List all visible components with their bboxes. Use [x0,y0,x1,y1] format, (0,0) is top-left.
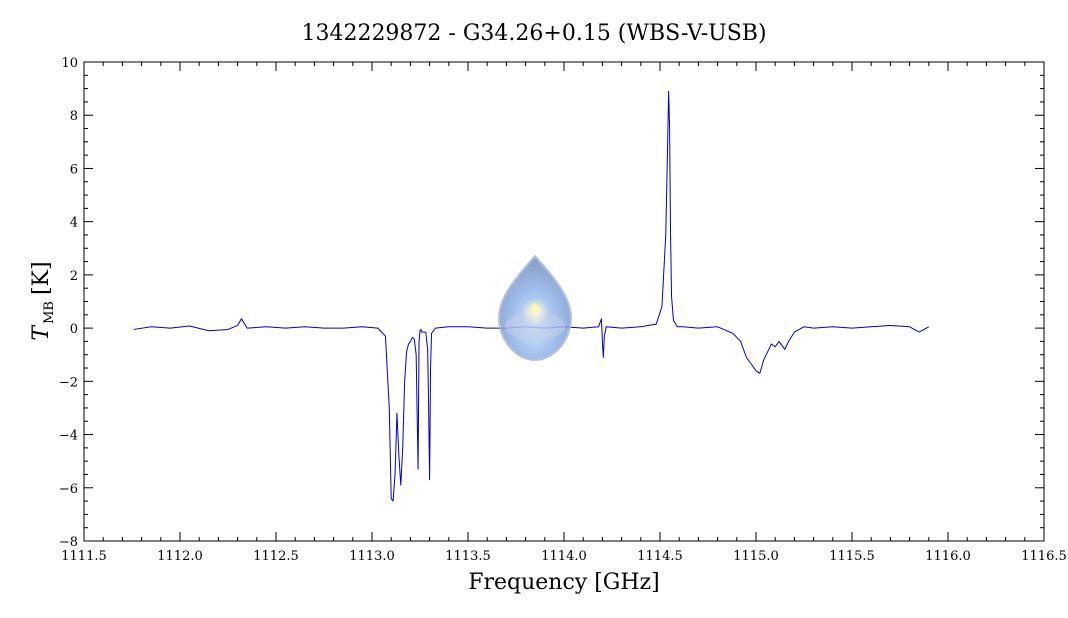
y-tick-label: −8 [59,535,78,550]
x-axis-label: Frequency [GHz] [468,570,660,595]
y-tick-label: 8 [70,109,78,124]
y-axis-label-subscript: MB [42,301,57,324]
y-tick-label: 2 [70,269,78,284]
x-tick-label: 1114.5 [637,549,683,564]
x-tick-label: 1115.0 [733,549,779,564]
plot-area: 1111.5 1112.0 1112.5 1113.0 1113.5 1114.0 1114… [59,56,1067,564]
chart-title: 1342229872 - G34.26+0.15 (WBS-V-USB) [301,21,766,46]
x-tick-label: 1115.5 [829,549,875,564]
y-tick-label: −2 [59,375,78,390]
y-tick-label: 4 [70,216,78,231]
x-tick-label: 1116.5 [1021,549,1067,564]
y-tick-label: 10 [61,56,78,71]
axis-ticks: 1111.5 1112.0 1112.5 1113.0 1113.5 1114.0 1114… [59,56,1067,564]
x-tick-label: 1116.0 [925,549,971,564]
svg-text:TMB[K]: TMB [K] [29,261,57,340]
y-tick-label: 6 [70,162,78,177]
y-axis-label-symbol: T [29,324,54,341]
y-axis-label-unit: [K] [29,261,54,295]
x-tick-label: 1112.0 [157,549,203,564]
y-axis-label: TMB [K] [29,261,57,340]
herschel-droplet-logo [497,254,573,362]
x-tick-label: 1113.0 [349,549,395,564]
x-tick-label: 1111.5 [61,549,107,564]
x-tick-label: 1114.0 [541,549,587,564]
y-tick-label: −6 [59,482,78,497]
star-icon [529,302,541,314]
y-tick-label: −4 [59,429,78,444]
x-tick-label: 1112.5 [253,549,299,564]
y-tick-label: 0 [70,322,78,337]
x-tick-label: 1113.5 [445,549,491,564]
